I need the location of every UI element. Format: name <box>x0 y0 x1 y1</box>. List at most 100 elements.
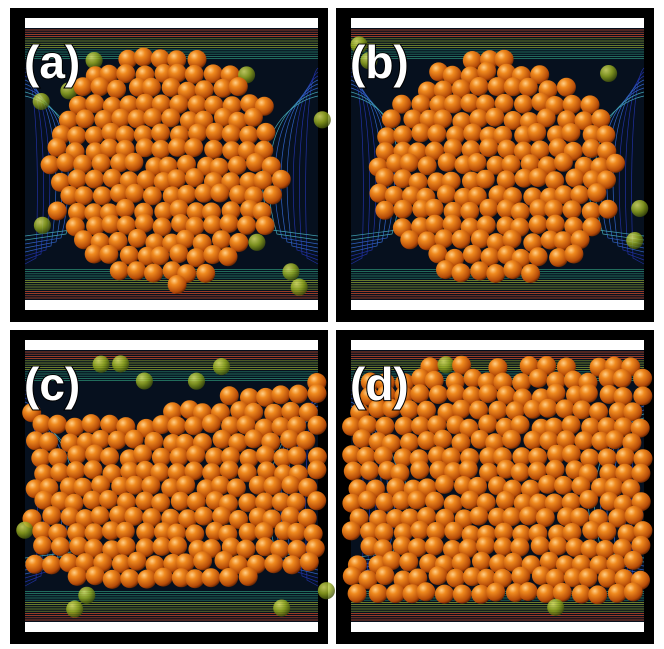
particle <box>529 369 548 388</box>
panel-label: (c) <box>24 358 80 410</box>
particle <box>463 245 482 264</box>
particle <box>120 569 139 588</box>
particle <box>435 585 454 604</box>
particle <box>263 476 282 495</box>
particle <box>469 507 488 526</box>
top-wall <box>351 18 644 28</box>
particle <box>93 186 112 205</box>
particle <box>151 140 170 159</box>
particle <box>342 521 361 540</box>
particle <box>564 245 583 264</box>
particle <box>479 199 498 218</box>
particle <box>33 93 50 110</box>
particle <box>282 476 301 495</box>
particle <box>48 415 67 434</box>
particle <box>289 385 308 404</box>
particle <box>186 445 205 464</box>
particle <box>579 568 598 587</box>
particle <box>187 248 206 267</box>
particle <box>605 430 624 449</box>
particle <box>554 153 573 172</box>
particle <box>74 186 93 205</box>
particle <box>168 275 187 294</box>
particle <box>529 215 548 234</box>
panel: (b) <box>336 8 654 322</box>
particle <box>435 475 454 494</box>
particle <box>408 491 427 510</box>
particle <box>437 356 454 373</box>
particle <box>271 385 290 404</box>
particle <box>344 462 363 481</box>
particle <box>25 555 44 574</box>
particle <box>248 234 265 251</box>
particle <box>463 124 482 143</box>
particle <box>502 430 521 449</box>
particle <box>562 445 581 464</box>
particle <box>393 125 412 144</box>
particle <box>78 587 95 604</box>
particle <box>461 491 480 510</box>
particle <box>169 244 188 263</box>
particle <box>244 429 263 448</box>
particle <box>91 506 110 525</box>
particle <box>348 584 367 603</box>
particle <box>103 570 122 589</box>
particle <box>314 111 331 128</box>
panel: (c) <box>10 330 335 644</box>
particle <box>99 490 118 509</box>
particle <box>307 491 326 510</box>
particle <box>308 416 327 435</box>
particle <box>308 384 327 403</box>
particle <box>16 522 33 539</box>
particle <box>503 260 522 279</box>
particle <box>600 65 617 82</box>
particle <box>99 245 118 264</box>
particle <box>596 125 615 144</box>
particle <box>239 567 258 586</box>
particle <box>486 264 505 283</box>
particle <box>521 264 540 283</box>
particle <box>256 216 275 235</box>
particle <box>633 387 652 406</box>
particle <box>168 537 187 556</box>
particle <box>68 169 87 188</box>
particle <box>375 523 394 542</box>
particle <box>529 247 548 266</box>
particle <box>565 169 584 188</box>
particle <box>150 246 169 265</box>
particle <box>202 414 221 433</box>
particle <box>438 153 457 172</box>
bottom-wall <box>351 622 644 632</box>
particle <box>519 582 538 601</box>
particle <box>264 554 283 573</box>
particle <box>519 78 538 97</box>
particle <box>282 263 299 280</box>
particle <box>151 124 170 143</box>
particle <box>318 582 335 599</box>
particle <box>93 356 110 373</box>
particle <box>453 585 472 604</box>
particle <box>51 537 70 556</box>
particle <box>128 229 147 248</box>
particle <box>194 507 213 526</box>
particle <box>496 491 515 510</box>
particle <box>527 123 546 142</box>
particle <box>300 552 319 571</box>
particle <box>263 186 282 205</box>
particle <box>134 48 153 67</box>
particle <box>376 566 395 585</box>
particle <box>376 493 395 512</box>
particle <box>42 555 61 574</box>
particle <box>229 77 248 96</box>
particle <box>599 200 618 219</box>
particle <box>485 108 504 127</box>
particle <box>127 261 146 280</box>
particle <box>353 429 372 448</box>
particle <box>86 566 105 585</box>
particle <box>486 583 505 602</box>
particle <box>154 568 173 587</box>
particle <box>386 584 405 603</box>
particle <box>56 153 75 172</box>
particle <box>539 399 558 418</box>
particle <box>144 264 163 283</box>
